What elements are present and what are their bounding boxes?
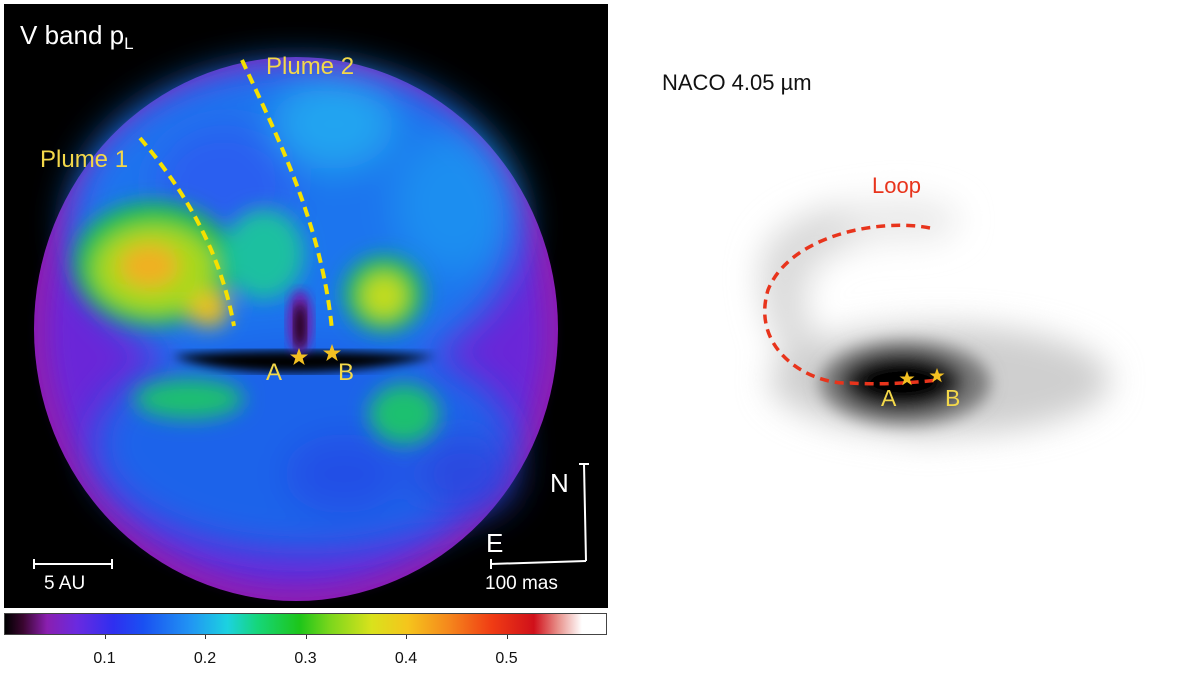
right-star-a-label: A [881, 385, 897, 411]
colorbar-tick-label: 0.3 [294, 650, 317, 667]
plume-1-line [138, 136, 236, 327]
colorbar-tick-mark [205, 635, 206, 639]
colorbar-tick-mark [305, 635, 307, 639]
plume-2-line [240, 59, 334, 331]
loop-label: Loop [872, 173, 921, 198]
colorbar-tick-label: 0.5 [495, 650, 518, 667]
scale-au-label: 5 AU [44, 573, 86, 594]
compass-arrows [490, 463, 589, 569]
colorbar-tick-label: 0.1 [93, 650, 116, 667]
star-b-label: B [338, 359, 355, 386]
right-star-b-label: B [945, 385, 961, 411]
polarization-image-panel [4, 4, 608, 608]
scale-mas-label: 100 mas [485, 573, 558, 594]
loop-line [763, 223, 939, 386]
equatorial-gap [172, 350, 436, 373]
right-star-a-marker [899, 371, 915, 386]
plume-1-label: Plume 1 [40, 146, 129, 173]
au-scale-bar [33, 559, 113, 569]
colorbar-tick-mark [104, 635, 106, 639]
colorbar-tick-label: 0.2 [193, 650, 217, 667]
colorbar-tick-mark [506, 635, 508, 639]
star-a-label: A [266, 359, 283, 386]
polarization-map [33, 57, 589, 601]
star-a-marker [290, 348, 308, 365]
colorbar [4, 613, 607, 635]
plume-2-label: Plume 2 [266, 53, 355, 80]
colorbar-tick-label: 0.4 [394, 650, 418, 667]
naco-image-panel [640, 40, 1160, 520]
panel-title: V band pL [20, 20, 134, 53]
east-label: E [486, 528, 504, 558]
star-b-marker [323, 344, 341, 361]
bright-regions [74, 202, 439, 444]
north-label: N [550, 468, 569, 498]
colorbar-tick-mark [406, 635, 407, 639]
naco-title: NACO 4.05 µm [662, 70, 812, 95]
naco-image [759, 198, 1110, 440]
right-star-b-marker [929, 368, 945, 383]
